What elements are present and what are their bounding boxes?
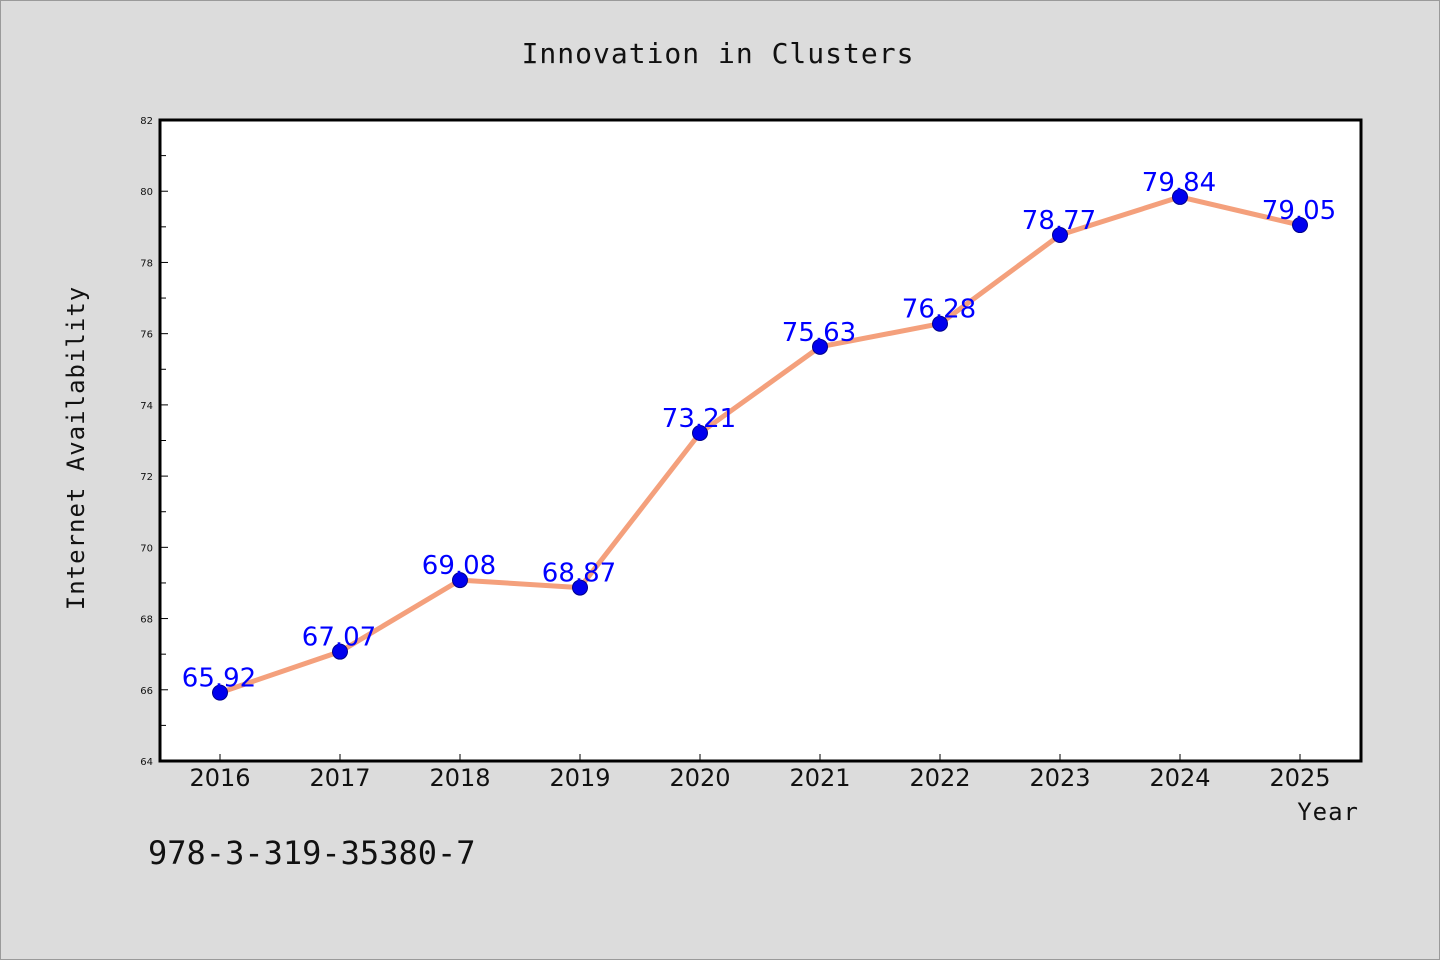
data-label: 73.21	[662, 404, 736, 434]
data-point	[692, 425, 708, 442]
data-point	[452, 572, 468, 589]
data-point	[1292, 217, 1308, 234]
data-point	[332, 643, 348, 660]
x-axis: 2016 2017 2018 2019 2020 2021 2022 2023 2024 2025	[189, 754, 1331, 792]
y-axis-label: Internet Availability	[62, 286, 90, 610]
data-label: 78.77	[1022, 206, 1096, 236]
y-tick-label: 80	[140, 187, 153, 198]
x-tick-label: 2019	[549, 764, 610, 792]
isbn-footer: 978-3-319-35380-7	[148, 834, 476, 872]
data-point	[812, 338, 828, 355]
data-label: 79.05	[1262, 196, 1336, 226]
x-tick-label: 2018	[429, 764, 490, 792]
data-label: 75.63	[782, 318, 856, 348]
x-tick-label: 2023	[1029, 764, 1090, 792]
y-tick-label: 78	[140, 258, 153, 269]
x-tick-label: 2017	[309, 764, 370, 792]
series-line	[217, 194, 1303, 696]
data-label: 79.84	[1142, 168, 1216, 198]
data-label: 65.92	[182, 664, 256, 694]
y-tick-label: 72	[140, 472, 153, 483]
y-tick-label: 74	[140, 401, 153, 412]
data-labels: 65.92 67.07 69.08 68.87 73.21 75.63 76.28 78.77…	[182, 168, 1336, 694]
data-point	[1172, 188, 1188, 205]
x-tick-label: 2016	[189, 764, 250, 792]
chart-title: Innovation in Clusters	[522, 37, 915, 70]
data-point	[1052, 227, 1068, 244]
y-tick-label: 70	[140, 543, 153, 554]
data-label: 67.07	[302, 623, 376, 653]
y-tick-label: 82	[140, 116, 153, 127]
x-tick-label: 2021	[789, 764, 850, 792]
x-tick-label: 2022	[909, 764, 970, 792]
data-point	[932, 315, 948, 332]
x-tick-label: 2020	[669, 764, 730, 792]
y-tick-label: 64	[140, 757, 153, 768]
data-label: 68.87	[542, 559, 616, 589]
x-tick-label: 2025	[1269, 764, 1330, 792]
data-label: 76.28	[902, 295, 976, 325]
x-tick-label: 2024	[1149, 764, 1210, 792]
y-tick-label: 68	[140, 615, 153, 626]
y-tick-label: 76	[140, 330, 153, 341]
data-point	[572, 579, 588, 596]
y-axis: 64 66 68 70 72 74 76 78 80 82	[140, 116, 168, 768]
x-axis-label: Year	[1297, 798, 1359, 826]
series-group	[212, 188, 1308, 701]
data-point	[212, 684, 228, 701]
data-label: 69.08	[422, 551, 496, 581]
plot-area	[158, 118, 1363, 763]
y-tick-label: 66	[140, 686, 153, 697]
